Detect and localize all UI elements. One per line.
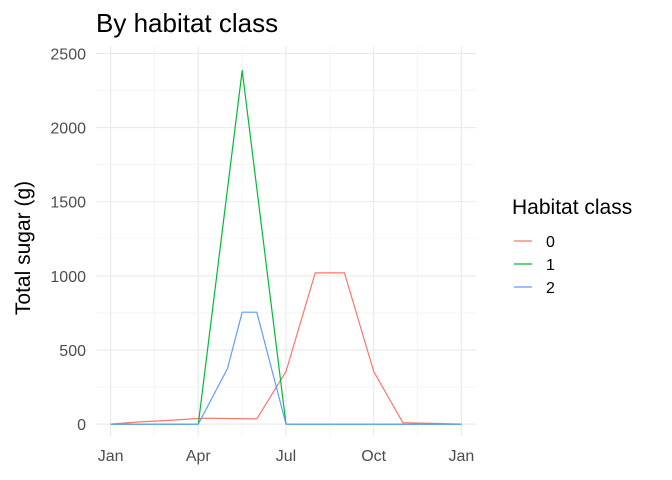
x-tick-label: Jan xyxy=(98,448,124,465)
x-tick-label: Oct xyxy=(361,448,386,465)
y-tick-label: 500 xyxy=(59,343,86,360)
y-tick-label: 1500 xyxy=(50,195,86,212)
x-tick-label: Jan xyxy=(448,448,474,465)
y-tick-label: 2000 xyxy=(50,121,86,138)
plot-grid xyxy=(96,46,476,436)
chart-title: By habitat class xyxy=(96,8,278,38)
y-tick-label: 0 xyxy=(77,417,86,434)
legend-items: 0 1 2 xyxy=(514,234,555,297)
legend: Habitat class 0 1 2 xyxy=(512,196,632,297)
x-tick-labels: Jan Apr Jul Oct Jan xyxy=(98,448,475,465)
y-tick-label: 2500 xyxy=(50,46,86,63)
x-tick-label: Jul xyxy=(276,448,296,465)
plot-lines xyxy=(110,69,462,425)
y-tick-labels: 0 500 1000 1500 2000 2500 xyxy=(50,46,86,434)
series-line-2 xyxy=(110,311,462,425)
x-tick-label: Apr xyxy=(186,448,212,465)
legend-label-0: 0 xyxy=(546,234,555,251)
y-tick-label: 1000 xyxy=(50,269,86,286)
legend-title: Habitat class xyxy=(512,196,632,219)
series-line-0 xyxy=(110,272,462,425)
y-axis-title: Total sugar (g) xyxy=(12,181,35,315)
legend-label-2: 2 xyxy=(546,280,555,297)
legend-label-1: 1 xyxy=(546,257,555,274)
